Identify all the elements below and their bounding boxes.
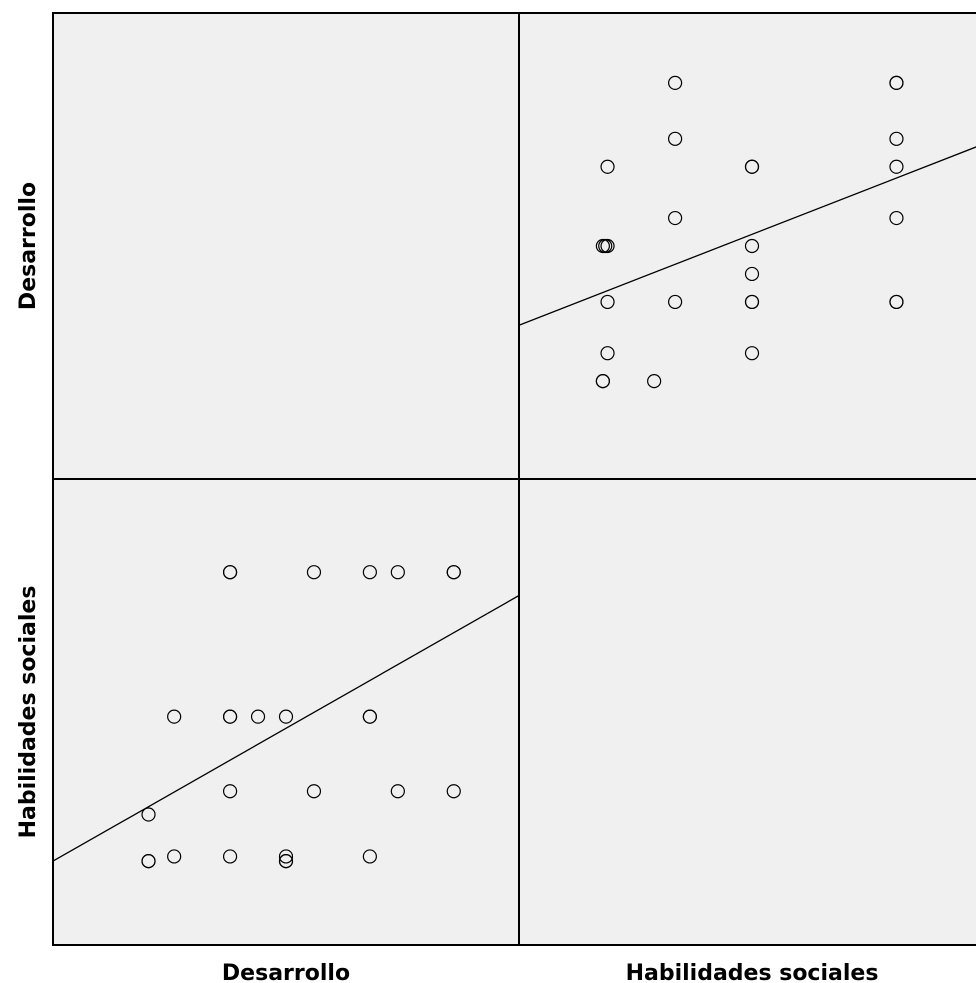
data-point xyxy=(744,238,760,254)
data-point xyxy=(362,565,377,580)
data-point xyxy=(889,294,904,310)
data-point xyxy=(889,210,904,226)
data-point xyxy=(744,266,760,282)
data-point xyxy=(595,374,610,389)
data-point xyxy=(889,75,904,91)
data-point xyxy=(889,131,904,146)
data-point xyxy=(362,849,377,864)
data-point xyxy=(306,784,322,799)
data-point xyxy=(390,565,405,580)
x-label-col0: Desarrollo xyxy=(222,961,350,983)
data-point xyxy=(222,709,238,724)
panel-habilidades-vs-desarrollo xyxy=(52,565,520,869)
data-point xyxy=(446,565,461,580)
panel-background-row1-col0 xyxy=(53,479,519,945)
data-point xyxy=(600,238,615,254)
data-point xyxy=(668,294,683,310)
data-point xyxy=(250,709,266,724)
data-point xyxy=(600,346,615,361)
x-label-col1: Habilidades sociales xyxy=(626,961,879,983)
data-point xyxy=(278,849,294,864)
panel-desarrollo-vs-habilidades xyxy=(518,75,976,389)
data-point xyxy=(167,849,182,864)
data-point xyxy=(446,784,461,799)
data-point xyxy=(141,854,156,869)
data-point xyxy=(306,565,322,580)
data-point xyxy=(390,784,405,799)
data-point xyxy=(167,709,182,724)
data-point xyxy=(744,159,760,174)
panel-background-row0-col1 xyxy=(519,13,976,479)
data-point xyxy=(222,565,238,580)
data-point xyxy=(668,131,683,146)
data-point xyxy=(278,709,294,724)
data-point xyxy=(141,807,156,822)
data-point xyxy=(362,709,377,724)
data-point xyxy=(222,849,238,864)
data-point xyxy=(278,854,294,869)
y-label-row0: Desarrollo xyxy=(16,182,41,310)
y-label-row1: Habilidades sociales xyxy=(16,586,41,839)
data-point xyxy=(668,210,683,226)
panel-background-row0-col0 xyxy=(53,13,519,479)
data-point xyxy=(600,159,615,174)
fit-line xyxy=(52,594,520,862)
data-point xyxy=(600,294,615,310)
data-point xyxy=(647,374,662,389)
fit-line xyxy=(518,146,976,326)
data-point xyxy=(889,159,904,174)
data-point xyxy=(744,294,760,310)
data-point xyxy=(668,75,683,91)
data-point xyxy=(222,784,238,799)
panel-background-row1-col1 xyxy=(519,479,976,945)
data-point xyxy=(744,346,760,361)
